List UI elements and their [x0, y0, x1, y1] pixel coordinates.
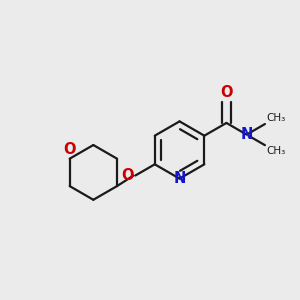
Text: CH₃: CH₃ — [266, 113, 285, 123]
Text: O: O — [121, 168, 134, 183]
Text: O: O — [220, 85, 233, 100]
Text: N: N — [173, 171, 186, 186]
Text: N: N — [240, 127, 253, 142]
Text: CH₃: CH₃ — [266, 146, 285, 156]
Text: O: O — [63, 142, 76, 157]
